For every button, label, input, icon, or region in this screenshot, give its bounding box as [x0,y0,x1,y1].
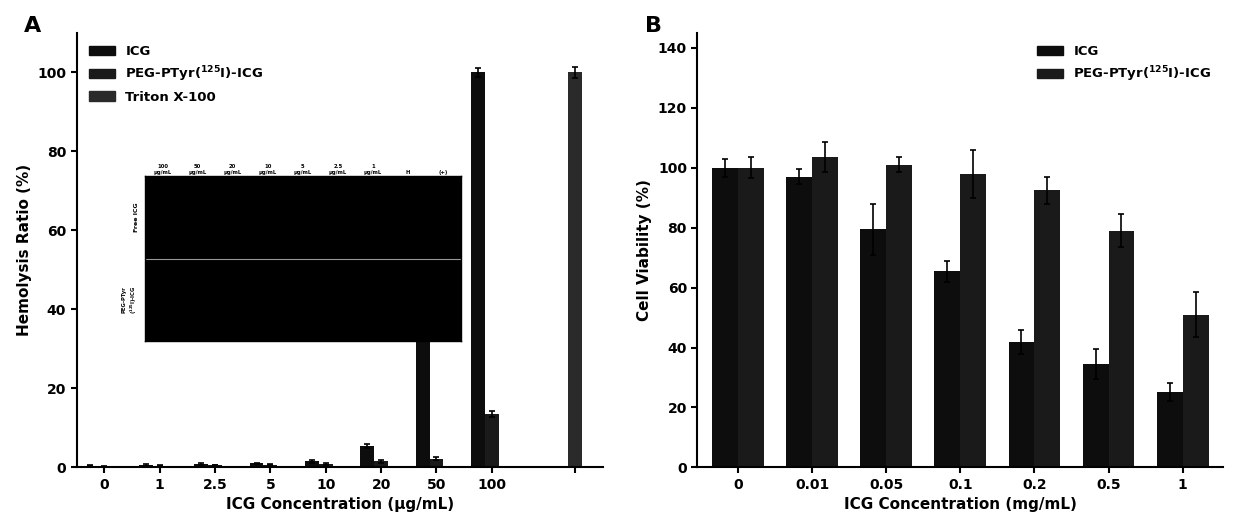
Bar [960,174,986,467]
Bar [861,229,887,467]
Bar [361,445,374,467]
Bar [1083,364,1109,467]
Bar [738,168,764,467]
Bar [263,464,278,467]
Bar [786,177,812,467]
Text: B: B [645,15,662,35]
Bar [1157,393,1183,467]
Bar [249,463,263,467]
Bar [305,461,319,467]
Text: A: A [24,15,41,35]
X-axis label: ICG Concentration (μg/mL): ICG Concentration (μg/mL) [226,497,454,512]
Bar [208,465,222,467]
Bar [1008,342,1034,467]
Bar [485,414,498,467]
Bar [1183,315,1209,467]
Bar [83,466,98,467]
Legend: ICG, PEG-PTyr($^{125}$I)-ICG: ICG, PEG-PTyr($^{125}$I)-ICG [1032,40,1216,89]
Y-axis label: Hemolysis Ratio (%): Hemolysis Ratio (%) [16,164,32,336]
Bar [374,461,388,467]
Y-axis label: Cell Viability (%): Cell Viability (%) [637,179,652,321]
Bar [139,465,153,467]
Legend: ICG, PEG-PTyr($^{125}$I)-ICG, Triton X-100: ICG, PEG-PTyr($^{125}$I)-ICG, Triton X-1… [83,40,269,109]
Bar [812,157,838,467]
Bar [935,271,960,467]
X-axis label: ICG Concentration (mg/mL): ICG Concentration (mg/mL) [844,497,1076,512]
Bar [429,459,444,467]
Bar [153,466,166,467]
Bar [712,168,738,467]
Bar [887,165,913,467]
Bar [1109,231,1135,467]
Bar [415,317,429,467]
Bar [195,464,208,467]
Bar [98,466,112,467]
Bar [319,464,332,467]
Bar [568,72,582,467]
Bar [1034,190,1060,467]
Bar [471,72,485,467]
